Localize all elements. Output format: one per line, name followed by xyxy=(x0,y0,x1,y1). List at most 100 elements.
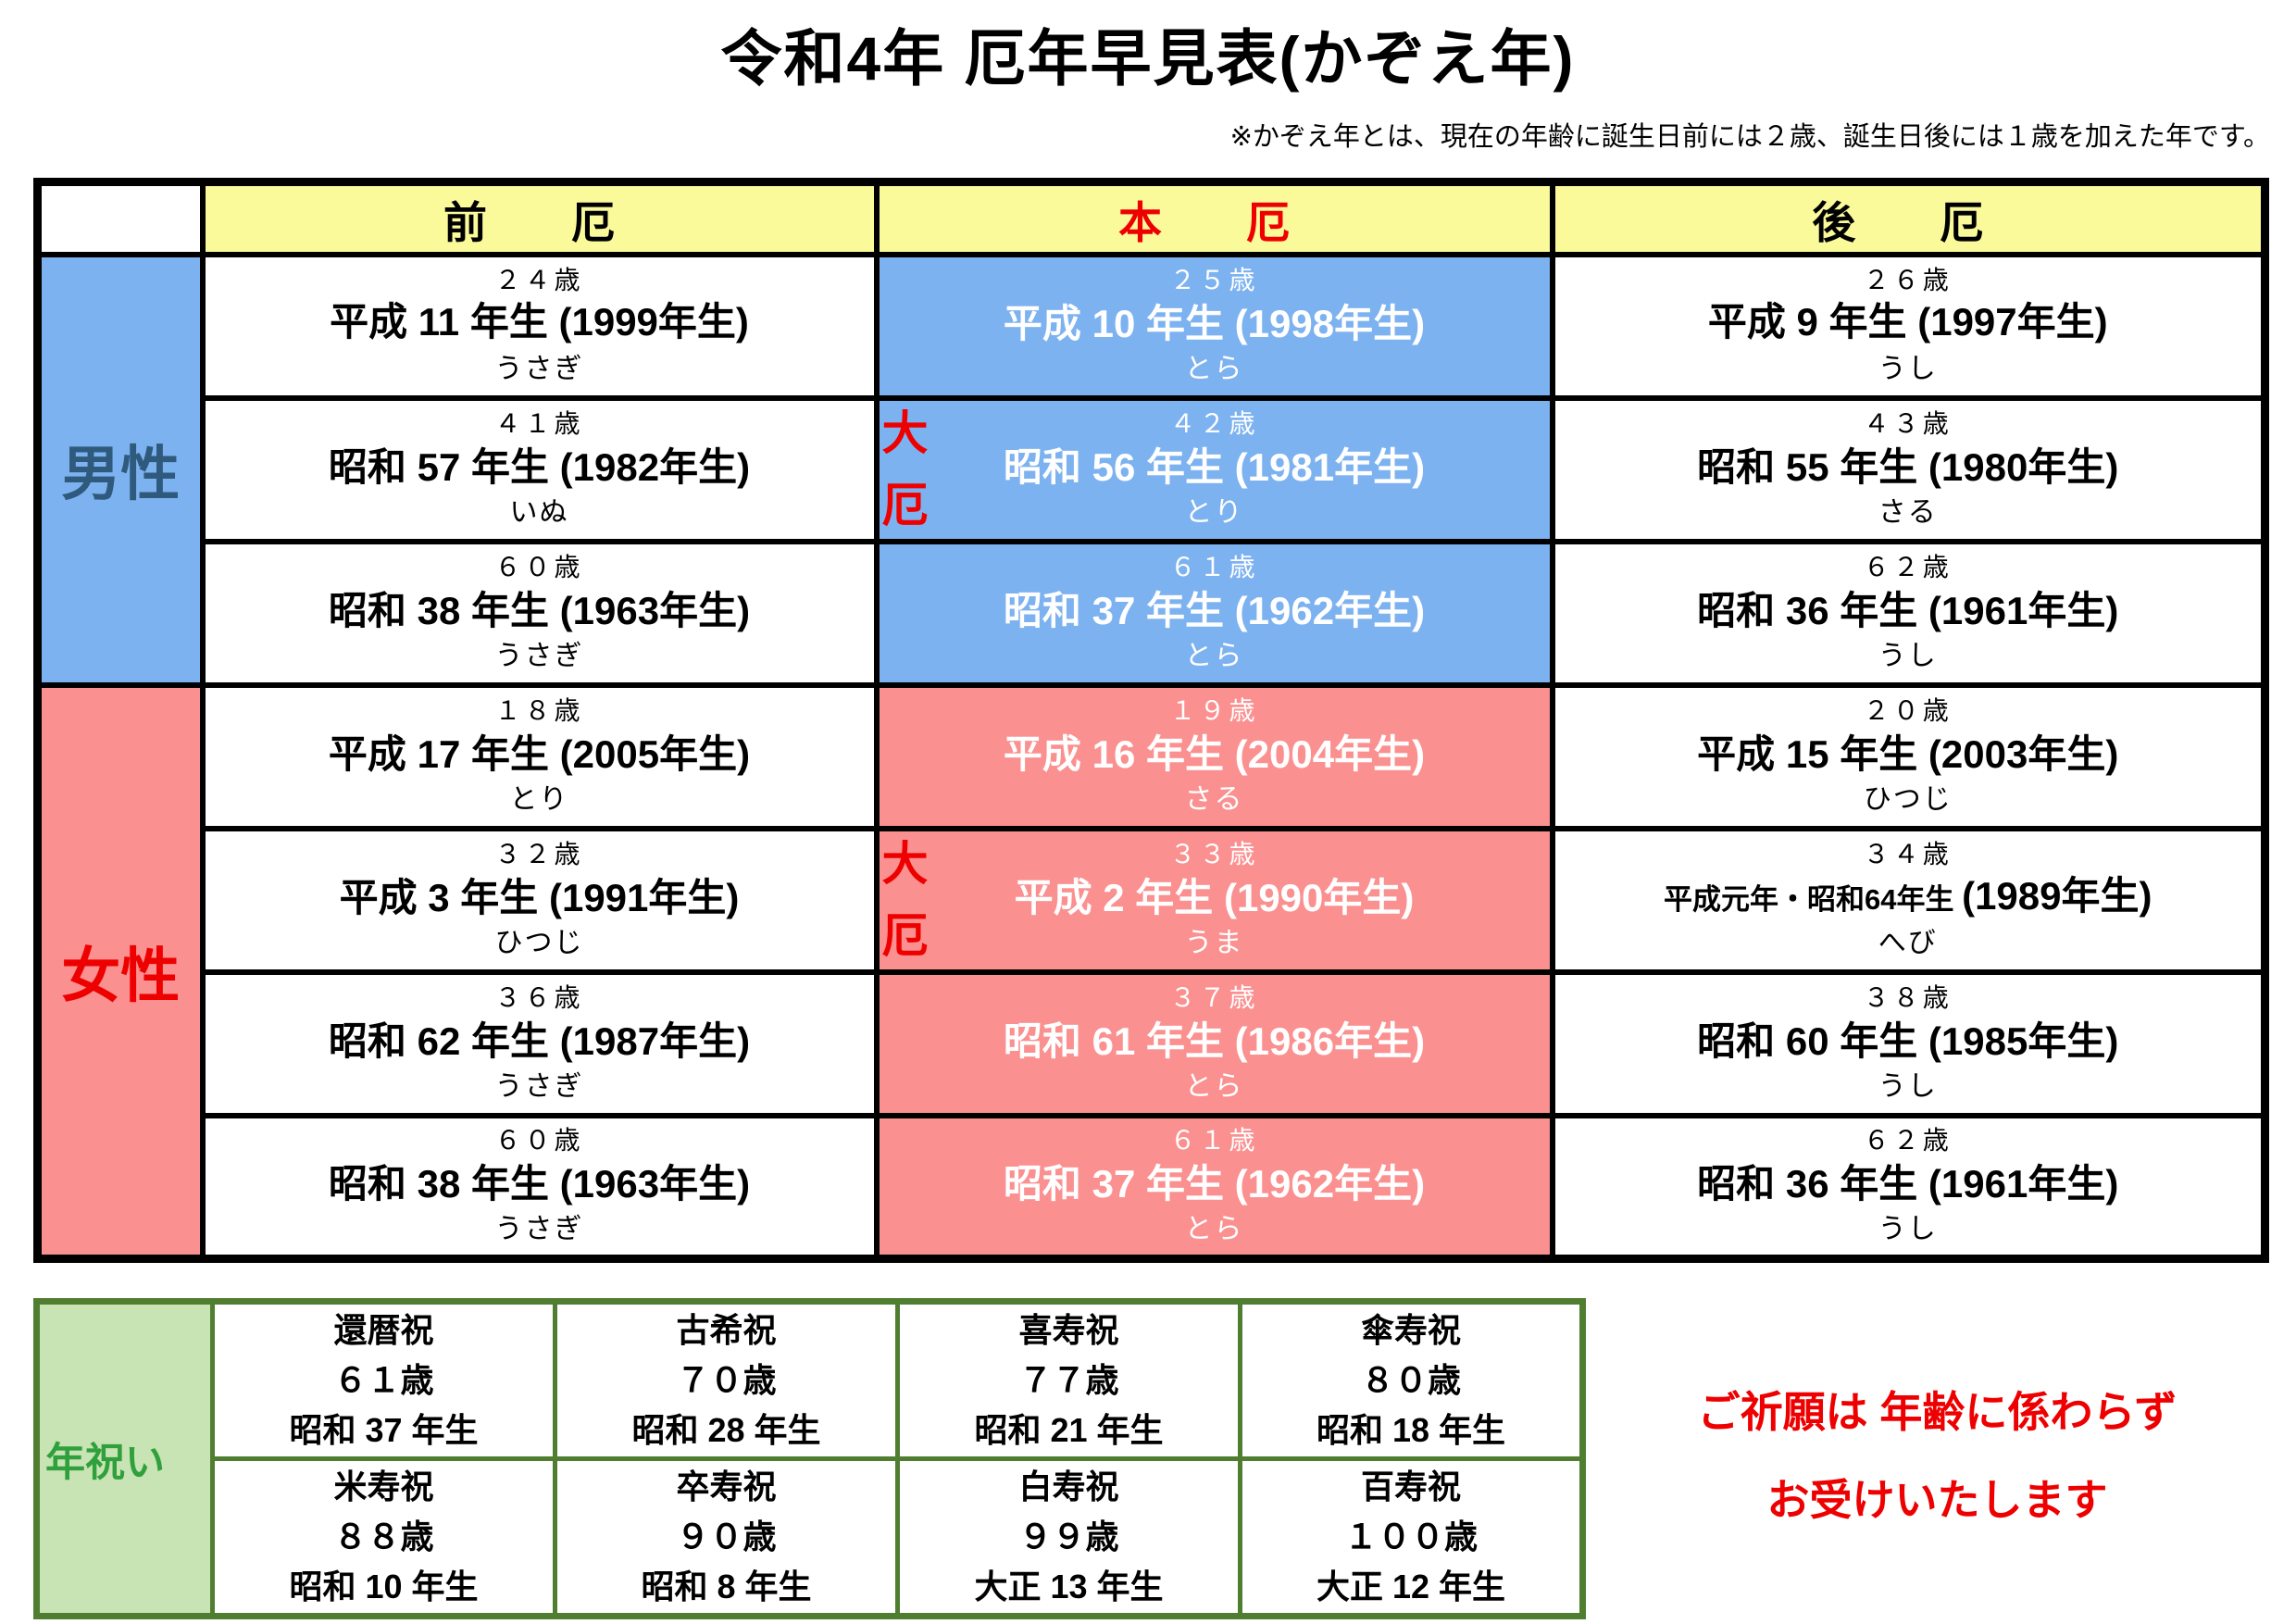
birth-year-label: 平成元年・昭和64年生 (1989年生) xyxy=(1663,874,2152,918)
age-label: ６１歳 xyxy=(1169,552,1259,581)
celebration-born: 昭和 10 年生 xyxy=(289,1568,479,1605)
cell-atoyaku: ４３歳 昭和 55 年生 (1980年生) さる xyxy=(1549,394,2268,544)
taiyaku-marker: 大厄 xyxy=(881,407,929,531)
age-label: ６２歳 xyxy=(1863,552,1953,581)
table-header-row: 前 厄 本 厄 後 厄 xyxy=(34,179,2268,257)
age-celebration-table: 年祝い 還暦祝 ６１歳 昭和 37 年生 古希祝 ７０歳 昭和 28 年生 喜寿… xyxy=(33,1298,1586,1619)
header-atoyaku: 後 厄 xyxy=(1549,179,2268,257)
zodiac-label: いぬ xyxy=(509,496,569,528)
cell-atoyaku: ６２歳 昭和 36 年生 (1961年生) うし xyxy=(1549,1112,2268,1262)
cell-honyaku: 大厄 ４２歳 昭和 56 年生 (1981年生) とり xyxy=(873,394,1555,544)
zodiac-label: ひつじ xyxy=(1863,783,1953,815)
age-label: ２０歳 xyxy=(1863,695,1953,725)
cell-honyaku: ６１歳 昭和 37 年生 (1962年生) とら xyxy=(873,538,1555,688)
celebration-cell: 米寿祝 ８８歳 昭和 10 年生 xyxy=(210,1456,557,1618)
celebration-name: 傘寿祝 xyxy=(1360,1311,1461,1349)
birth-year-label: 昭和 38 年生 (1963年生) xyxy=(328,1162,751,1206)
zodiac-label: とら xyxy=(1184,1213,1244,1244)
age-label: １９歳 xyxy=(1169,695,1259,725)
corner-cell xyxy=(34,179,206,257)
celebration-born: 大正 13 年生 xyxy=(974,1568,1164,1605)
page-title: 令和4年 厄年早見表(かぞえ年) xyxy=(720,24,1576,93)
cell-maeyaku: ４１歳 昭和 57 年生 (1982年生) いぬ xyxy=(199,394,880,544)
age-label: ３４歳 xyxy=(1863,839,1953,868)
celebration-age: ７０歳 xyxy=(676,1361,777,1399)
age-label: ６０歳 xyxy=(494,1125,584,1155)
age-label: ３７歳 xyxy=(1169,982,1259,1012)
cell-maeyaku: １８歳 平成 17 年生 (2005年生) とり xyxy=(199,681,880,831)
birth-year-label: 昭和 36 年生 (1961年生) xyxy=(1697,1162,2119,1206)
birth-year-label: 昭和 55 年生 (1980年生) xyxy=(1697,445,2119,489)
kazoedoshi-note: ※かぞえ年とは、現在の年齢に誕生日前には２歳、誕生日後には１歳を加えた年です。 xyxy=(1229,122,2270,152)
age-label: ６２歳 xyxy=(1863,1125,1953,1155)
celebration-cell: 古希祝 ７０歳 昭和 28 年生 xyxy=(553,1299,900,1461)
zodiac-label: うし xyxy=(1878,640,1938,671)
table-row: 男性 ２４歳 平成 11 年生 (1999年生) うさぎ ２５歳 平成 10 年… xyxy=(34,251,2268,688)
birth-year-label: 平成 16 年生 (2004年生) xyxy=(1003,732,1426,776)
celebration-cell: 卒寿祝 ９０歳 昭和 8 年生 xyxy=(553,1456,900,1618)
celebration-name: 白寿祝 xyxy=(1018,1468,1119,1505)
birth-year-label: 昭和 62 年生 (1987年生) xyxy=(328,1019,751,1063)
row-header-male: 男性 xyxy=(34,251,206,688)
cell-honyaku: ６１歳 昭和 37 年生 (1962年生) とら xyxy=(873,1112,1555,1262)
celebration-born: 昭和 21 年生 xyxy=(974,1411,1164,1449)
celebration-age: ８８歳 xyxy=(333,1518,434,1555)
celebration-born: 昭和 18 年生 xyxy=(1316,1411,1506,1449)
birth-year-label: 昭和 37 年生 (1962年生) xyxy=(1003,1162,1426,1206)
cell-atoyaku: ６２歳 昭和 36 年生 (1961年生) うし xyxy=(1549,538,2268,688)
zodiac-label: うし xyxy=(1878,1213,1938,1244)
birth-year-label: 平成 15 年生 (2003年生) xyxy=(1697,732,2119,776)
celebration-cell: 喜寿祝 ７７歳 昭和 21 年生 xyxy=(895,1299,1242,1461)
birth-year-label: 平成 11 年生 (1999年生) xyxy=(330,300,749,344)
zodiac-label: とり xyxy=(1184,496,1244,528)
birth-year-label: 平成 9 年生 (1997年生) xyxy=(1707,300,2108,344)
birth-year-label: 昭和 56 年生 (1981年生) xyxy=(1003,445,1426,489)
celebration-name: 卒寿祝 xyxy=(676,1468,777,1505)
table-row: 女性 １８歳 平成 17 年生 (2005年生) とり １９歳 平成 16 年生… xyxy=(34,681,2268,1262)
cell-atoyaku: ２６歳 平成 9 年生 (1997年生) うし xyxy=(1549,251,2268,401)
celebration-born: 大正 12 年生 xyxy=(1316,1568,1506,1605)
celebration-age: ９０歳 xyxy=(676,1518,777,1555)
prayer-note-line1: ご祈願は 年齢に係わらず xyxy=(1697,1388,2177,1436)
birth-year-label: 平成 3 年生 (1991年生) xyxy=(339,876,740,919)
celebration-born: 昭和 28 年生 xyxy=(631,1411,821,1449)
celebration-age: ９９歳 xyxy=(1018,1518,1119,1555)
zodiac-label: うま xyxy=(1184,927,1244,958)
prayer-note: ご祈願は 年齢に係わらず お受けいたします xyxy=(1578,1368,2296,1544)
birth-year-label: 昭和 57 年生 (1982年生) xyxy=(328,445,751,489)
celebration-name: 百寿祝 xyxy=(1360,1468,1461,1505)
cell-maeyaku: ３２歳 平成 3 年生 (1991年生) ひつじ xyxy=(199,825,880,975)
table-row: ３６歳 昭和 62 年生 (1987年生) うさぎ ３７歳 昭和 61 年生 (… xyxy=(38,968,2268,1118)
zodiac-label: ひつじ xyxy=(494,927,584,958)
celebration-age: ６１歳 xyxy=(333,1361,434,1399)
cell-honyaku: ３７歳 昭和 61 年生 (1986年生) とら xyxy=(873,968,1555,1118)
birth-year-prefix: 平成元年・昭和64年生 xyxy=(1663,883,1963,916)
celebration-name: 米寿祝 xyxy=(333,1468,434,1505)
cell-maeyaku: ２４歳 平成 11 年生 (1999年生) うさぎ xyxy=(199,251,880,401)
cell-maeyaku: ３６歳 昭和 62 年生 (1987年生) うさぎ xyxy=(199,968,880,1118)
zodiac-label: とり xyxy=(509,783,569,815)
zodiac-label: うし xyxy=(1878,1070,1938,1102)
birth-year-label: 平成 10 年生 (1998年生) xyxy=(1003,302,1426,345)
prayer-note-line2: お受けいたします xyxy=(1766,1476,2108,1524)
table-row: ３２歳 平成 3 年生 (1991年生) ひつじ 大厄 ３３歳 平成 2 年生 … xyxy=(38,825,2268,975)
cell-maeyaku: ６０歳 昭和 38 年生 (1963年生) うさぎ xyxy=(199,1112,880,1262)
birth-year-label: 昭和 61 年生 (1986年生) xyxy=(1003,1019,1426,1063)
celebration-name: 喜寿祝 xyxy=(1018,1311,1119,1349)
age-label: ２５歳 xyxy=(1169,265,1259,294)
table-row: 年祝い 還暦祝 ６１歳 昭和 37 年生 古希祝 ７０歳 昭和 28 年生 喜寿… xyxy=(34,1299,1585,1618)
table-row: ６０歳 昭和 38 年生 (1963年生) うさぎ ６１歳 昭和 37 年生 (… xyxy=(38,1112,2268,1262)
cell-atoyaku: ２０歳 平成 15 年生 (2003年生) ひつじ xyxy=(1549,681,2268,831)
age-label: １８歳 xyxy=(494,695,584,725)
cell-atoyaku: ３８歳 昭和 60 年生 (1985年生) うし xyxy=(1549,968,2268,1118)
age-label: ４３歳 xyxy=(1863,408,1953,438)
age-label: ３３歳 xyxy=(1169,839,1259,868)
table-row: 米寿祝 ８８歳 昭和 10 年生 卒寿祝 ９０歳 昭和 8 年生 白寿祝 ９９歳… xyxy=(37,1456,1585,1618)
celebration-age: ８０歳 xyxy=(1360,1361,1461,1399)
birth-year-label: 昭和 36 年生 (1961年生) xyxy=(1697,589,2119,632)
zodiac-label: さる xyxy=(1878,496,1938,528)
celebration-age: １００歳 xyxy=(1343,1518,1478,1555)
birth-year-label: 昭和 38 年生 (1963年生) xyxy=(328,589,751,632)
age-label: ４２歳 xyxy=(1169,408,1259,438)
